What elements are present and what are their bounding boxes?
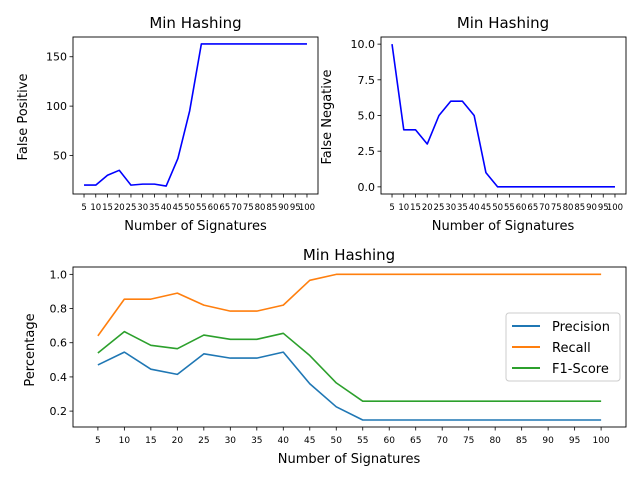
x-tick-label: 95 <box>290 203 301 213</box>
x-tick-label: 80 <box>255 203 266 213</box>
y-tick-label: 0.2 <box>50 405 68 418</box>
x-tick-label: 70 <box>539 203 550 213</box>
legend-label-precision: Precision <box>552 320 610 335</box>
x-tick-label: 60 <box>516 203 527 213</box>
plot-title: Min Hashing <box>149 14 241 32</box>
plot-frame <box>72 266 627 428</box>
x-tick-label: 25 <box>198 436 209 446</box>
x-tick-label: 45 <box>304 436 315 446</box>
y-tick-label: 2.5 <box>358 145 376 158</box>
series-line <box>84 43 307 187</box>
x-tick-label: 55 <box>196 203 207 213</box>
y-tick-label: 7.5 <box>358 74 376 87</box>
x-tick-label: 85 <box>266 203 277 213</box>
series-line-recall <box>97 273 602 337</box>
x-tick-label: 60 <box>384 436 396 446</box>
x-tick-label: 35 <box>457 203 468 213</box>
x-tick-label: 50 <box>331 436 343 446</box>
x-tick-label: 45 <box>480 203 491 213</box>
x-tick-label: 75 <box>243 203 254 213</box>
x-tick-label: 5 <box>95 436 101 446</box>
x-tick-label: 10 <box>398 203 409 213</box>
x-tick-label: 5 <box>389 203 394 213</box>
legend: Precision Recall F1-Score <box>505 312 621 382</box>
x-tick-label: 95 <box>569 436 580 446</box>
y-tick-label: 0.6 <box>50 337 68 350</box>
legend-label-recall: Recall <box>552 341 591 356</box>
x-tick-label: 40 <box>278 436 290 446</box>
x-tick-label: 80 <box>563 203 574 213</box>
x-tick-label: 50 <box>492 203 503 213</box>
x-tick-label: 65 <box>410 436 421 446</box>
plot-title: Min Hashing <box>457 14 549 32</box>
y-tick-label: 10.0 <box>351 38 376 51</box>
y-tick-label: 0.8 <box>50 303 68 316</box>
x-tick-label: 35 <box>149 203 160 213</box>
x-tick-label: 15 <box>102 203 113 213</box>
x-tick-label: 45 <box>172 203 183 213</box>
x-tick-label: 25 <box>126 203 137 213</box>
x-tick-label: 90 <box>542 436 554 446</box>
y-tick-label: 100 <box>46 100 67 113</box>
y-axis-label: Percentage <box>23 313 38 386</box>
x-tick-label: 30 <box>137 203 148 213</box>
false-negative-plot: Min Hashing Number of Signatures False N… <box>320 14 627 234</box>
series-line-precision <box>97 351 602 421</box>
series-line <box>391 44 615 188</box>
y-axis-label: False Positive <box>16 74 31 161</box>
x-tick-label: 5 <box>81 203 86 213</box>
x-tick-label: 70 <box>436 436 448 446</box>
legend-label-f1-score: F1-Score <box>552 362 609 377</box>
y-axis-label: False Negative <box>320 69 335 164</box>
plot-frame <box>72 36 319 195</box>
x-tick-label: 100 <box>299 203 315 213</box>
x-tick-label: 85 <box>574 203 585 213</box>
metrics-plot: Min Hashing Number of Signatures Percent… <box>23 246 627 467</box>
plot-title: Min Hashing <box>303 246 395 264</box>
x-tick-label: 90 <box>586 203 597 213</box>
x-tick-label: 80 <box>489 436 501 446</box>
y-tick-label: 0.0 <box>358 181 376 194</box>
x-tick-label: 75 <box>551 203 562 213</box>
x-tick-label: 55 <box>357 436 368 446</box>
x-tick-label: 20 <box>172 436 184 446</box>
x-tick-label: 40 <box>469 203 480 213</box>
x-tick-label: 100 <box>607 203 623 213</box>
y-tick-label: 50 <box>53 149 67 162</box>
x-tick-label: 15 <box>410 203 421 213</box>
x-tick-label: 65 <box>527 203 538 213</box>
x-tick-label: 30 <box>445 203 456 213</box>
y-tick-label: 1.0 <box>50 268 68 281</box>
x-tick-label: 65 <box>219 203 230 213</box>
x-tick-label: 35 <box>251 436 262 446</box>
false-positive-plot: Min Hashing Number of Signatures False P… <box>16 14 319 234</box>
x-axis-label: Number of Signatures <box>278 452 421 467</box>
x-tick-label: 25 <box>434 203 445 213</box>
x-tick-label: 20 <box>114 203 125 213</box>
x-tick-label: 10 <box>90 203 101 213</box>
x-tick-label: 15 <box>145 436 156 446</box>
y-tick-label: 150 <box>46 51 67 64</box>
x-tick-label: 50 <box>184 203 195 213</box>
x-tick-label: 95 <box>598 203 609 213</box>
x-tick-label: 40 <box>161 203 172 213</box>
x-tick-label: 30 <box>225 436 237 446</box>
x-tick-label: 75 <box>463 436 474 446</box>
series-line-f1-score <box>97 330 602 402</box>
legend-box <box>505 312 621 382</box>
y-tick-label: 5.0 <box>358 110 376 123</box>
x-tick-label: 100 <box>593 436 610 446</box>
x-tick-label: 20 <box>422 203 433 213</box>
y-tick-label: 0.4 <box>50 371 68 384</box>
x-tick-label: 10 <box>119 436 131 446</box>
x-tick-label: 70 <box>231 203 242 213</box>
x-axis-label: Number of Signatures <box>432 219 575 234</box>
x-axis-label: Number of Signatures <box>124 219 267 234</box>
x-tick-label: 60 <box>208 203 219 213</box>
x-tick-label: 55 <box>504 203 515 213</box>
x-tick-label: 90 <box>278 203 289 213</box>
x-tick-label: 85 <box>516 436 527 446</box>
